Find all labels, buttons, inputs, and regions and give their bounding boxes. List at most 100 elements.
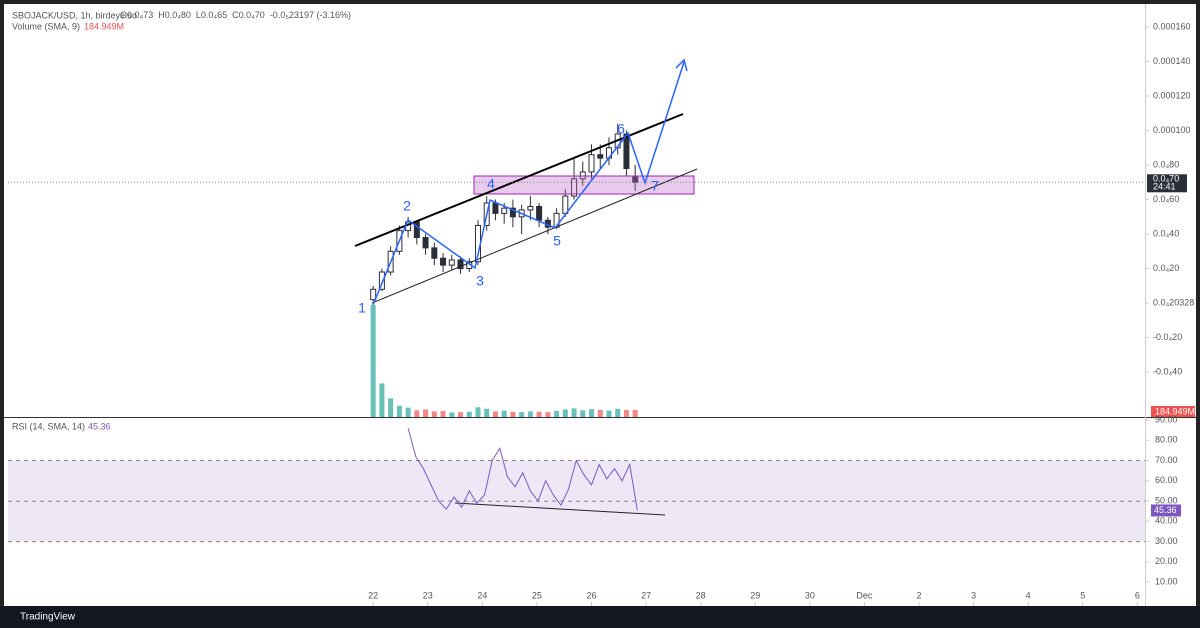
volume-bar [484,408,490,417]
y-tick-label: 70.00 [1155,455,1178,465]
candle-body [588,154,595,173]
candle-body [431,247,438,259]
rsi-background [8,460,1145,543]
volume-bar [589,409,595,417]
candle-body [492,202,499,214]
y-tick-label: 50.00 [1155,495,1178,505]
volume-bar [623,409,629,417]
ohlc-item: H0.0₄80 [158,10,191,20]
volume-bar [571,408,577,417]
ohlc-item: L0.0₄65 [196,10,227,20]
drawings: 1 2 3 4 5 6 7 [354,58,698,516]
x-tick-label: 23 [423,590,433,600]
volume-bar [545,412,551,417]
x-tick-label: 2 [917,590,922,600]
volume-bar [527,411,533,417]
wave-label: 4 [487,176,495,192]
candle-body [422,237,429,249]
footer-bar [0,606,1200,628]
candle-body [440,257,447,266]
volume-layer [370,305,638,417]
candle-body [623,133,630,169]
volume-bar [492,411,498,417]
candle-body [562,195,569,214]
volume-bar [475,407,481,417]
arrow-head [675,58,688,72]
rsi-trendline [454,502,666,516]
y-tick-label: 60.00 [1155,475,1178,485]
candle-body [571,178,578,197]
volume-bar [606,410,612,417]
y-tick-label: -0.0₄40 [1153,367,1182,377]
volume-title: Volume (SMA, 9) [12,21,80,31]
volume-bar [466,411,472,417]
y-tick-label: 30.00 [1155,536,1178,546]
volume-value: 184.949M [84,21,124,31]
zone-rect [473,175,695,195]
volume-bar [388,398,394,417]
volume-bar [615,408,621,417]
x-tick-label: 30 [805,590,815,600]
candle-body [597,154,604,159]
x-tick-label: 29 [750,590,760,600]
ohlc-item: -0.0₅23197 (-3.16%) [270,10,351,20]
volume-bar [370,305,376,417]
x-tick-label: 4 [1026,590,1031,600]
candle-body [370,288,377,301]
y-tick-label: 90.00 [1155,414,1178,424]
volume-bar [632,410,638,417]
candle-body [378,271,385,290]
last-price: 0.0₄70 [1153,174,1179,184]
candle-body [457,259,464,270]
symbol: SBOJACK/USD, 1h, birdeye.so [12,10,137,20]
wave-label: 3 [476,273,484,289]
y-tick-label: 10.00 [1155,576,1178,586]
brand[interactable]: TradingView [20,612,76,623]
volume-bar [440,411,446,417]
x-tick-label: Dec [856,590,873,600]
y-tick-label: 80.00 [1155,435,1178,445]
x-tick-label: 25 [532,590,542,600]
y-tick-label: 0.0₄40 [1153,228,1179,238]
wave-label: 7 [651,178,659,194]
y-tick-label: 40.00 [1155,516,1178,526]
y-tick-label: 0.000120 [1153,90,1191,100]
x-tick-label: 28 [696,590,706,600]
ohlc-item: O0.0₄73 [120,10,153,20]
y-tick-label: 0.000140 [1153,56,1191,66]
last-price-box [1147,174,1187,193]
y-tick-label: 0.0₄80 [1153,159,1179,169]
candle-body [448,259,455,266]
volume-bar [580,410,586,417]
ohlc: O0.0₄73 H0.0₄80 L0.0₄65 C0.0₄70 -0.0₅23197 (… [120,10,351,20]
volume-bar [510,411,516,417]
y-tick-label: 0.0₄60 [1153,194,1179,204]
lower-trendline [371,168,698,304]
volume-bar [597,409,603,417]
wave-label: 2 [403,198,411,214]
candle-body [527,205,534,211]
volume-bar [423,409,429,417]
ohlc-item: C0.0₄70 [232,10,265,20]
x-tick-label: 27 [641,590,651,600]
volume-bar [431,411,437,417]
y-tick-label: -0.0₄20 [1153,332,1182,342]
y-tick-label: 0.000160 [1153,21,1191,31]
candle-body [536,205,543,221]
volume-bar [519,412,525,417]
x-tick-label: 5 [1080,590,1085,600]
volume-axis-value: 184.949M [1155,406,1195,416]
countdown: 24:41 [1153,182,1176,192]
volume-bar [414,410,420,417]
candle-body [509,207,516,218]
volume-bar [554,411,560,417]
wave-label: 6 [617,121,625,137]
volume-bar [379,383,385,417]
rsi-value-box [1151,504,1181,517]
wave-label: 1 [358,300,366,316]
volume-box [1151,406,1195,417]
y-tick-label: 0.0₄20328 [1153,297,1194,307]
rsi-value: 45.36 [88,421,111,431]
y-tick-label: 0.000100 [1153,125,1191,135]
